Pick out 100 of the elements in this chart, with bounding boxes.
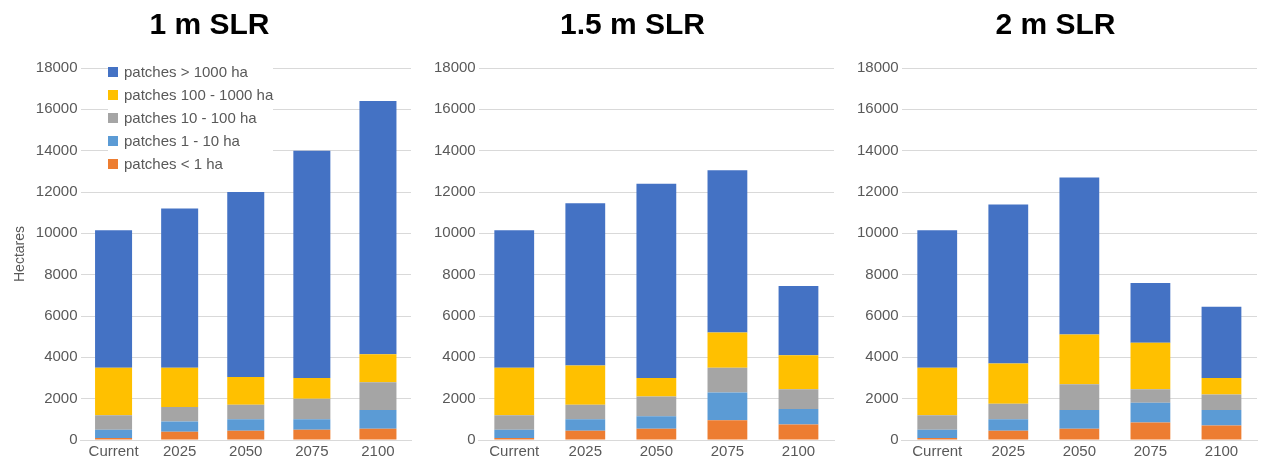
bar — [359, 410, 397, 429]
y-tick-label: 14000 — [856, 140, 899, 158]
bar — [636, 378, 677, 397]
bar — [778, 424, 819, 440]
bar — [161, 208, 199, 368]
bar — [161, 421, 199, 432]
y-tick-label: 4000 — [865, 347, 899, 365]
bar — [161, 431, 199, 440]
x-tick-label: 2075 — [1133, 442, 1168, 460]
chart-title: 2 m SLR — [995, 7, 1116, 41]
bar — [293, 429, 331, 440]
y-tick-label: 8000 — [44, 264, 78, 282]
bar — [778, 355, 819, 390]
y-tick-label: 6000 — [44, 306, 78, 324]
bar — [988, 363, 1029, 404]
y-tick-label: 12000 — [35, 182, 78, 200]
bar — [227, 376, 265, 405]
legend-label: patches > 1000 ha — [124, 62, 248, 82]
y-tick-label: 12000 — [433, 182, 476, 200]
bar — [293, 378, 331, 399]
bar — [707, 367, 748, 393]
bar — [1059, 428, 1100, 440]
bar — [917, 415, 958, 430]
bar — [565, 365, 606, 405]
bar — [778, 389, 819, 409]
x-tick-label: 2100 — [781, 442, 816, 460]
y-tick-label: 10000 — [35, 223, 78, 241]
y-tick-label: 10000 — [433, 223, 476, 241]
bar — [1130, 282, 1171, 343]
bar — [494, 230, 535, 368]
y-tick-label: 18000 — [433, 58, 476, 76]
legend-label: patches 100 - 1000 ha — [124, 85, 274, 105]
x-tick-label: 2100 — [1204, 442, 1239, 460]
bar — [359, 428, 397, 440]
bar — [565, 430, 606, 440]
y-tick-label: 4000 — [44, 347, 78, 365]
bar — [1201, 410, 1242, 426]
y-tick-label: 0 — [467, 430, 476, 448]
y-axis-title: Hectares — [11, 225, 28, 283]
bar — [494, 415, 535, 430]
bar — [359, 101, 397, 355]
y-tick-label: 0 — [69, 430, 78, 448]
x-tick-label: 2075 — [710, 442, 745, 460]
bar — [707, 170, 748, 333]
bar — [1059, 177, 1100, 335]
bar — [359, 382, 397, 411]
bar — [917, 230, 958, 368]
bar — [293, 419, 331, 430]
y-tick-label: 8000 — [442, 264, 476, 282]
bar — [359, 354, 397, 383]
bar — [1201, 378, 1242, 395]
legend-label: patches 10 - 100 ha — [124, 108, 257, 128]
bar — [917, 429, 958, 438]
bar — [988, 403, 1029, 420]
chart-title: 1 m SLR — [149, 7, 270, 41]
bar — [636, 183, 677, 378]
x-tick-label: Current — [88, 442, 140, 460]
x-tick-label: Current — [489, 442, 541, 460]
y-tick-label: 8000 — [865, 264, 899, 282]
bar — [161, 406, 199, 422]
bar — [1201, 306, 1242, 378]
x-tick-label: Current — [912, 442, 964, 460]
bar — [1059, 334, 1100, 385]
y-tick-label: 16000 — [856, 99, 899, 117]
y-tick-label: 16000 — [433, 99, 476, 117]
y-tick-label: 14000 — [433, 140, 476, 158]
x-tick-label: 2100 — [361, 442, 395, 460]
bar — [494, 367, 535, 416]
x-tick-label: 2075 — [295, 442, 329, 460]
y-tick-label: 16000 — [35, 99, 78, 117]
y-tick-label: 18000 — [35, 58, 78, 76]
bar — [1059, 384, 1100, 411]
bar — [1130, 389, 1171, 403]
bar — [227, 404, 265, 420]
y-tick-label: 6000 — [865, 306, 899, 324]
bar — [95, 429, 133, 438]
bar — [778, 409, 819, 425]
bar — [1201, 394, 1242, 411]
x-tick-label: 2050 — [1062, 442, 1097, 460]
y-tick-label: 2000 — [865, 388, 899, 406]
bar — [95, 415, 133, 430]
bar — [293, 150, 331, 378]
bar — [1130, 422, 1171, 440]
x-tick-label: 2025 — [991, 442, 1025, 460]
bar — [1130, 402, 1171, 423]
bar — [227, 430, 265, 440]
x-tick-label: 2050 — [229, 442, 263, 460]
bar — [778, 286, 819, 356]
legend-label: patches < 1 ha — [124, 154, 223, 174]
bar — [636, 396, 677, 417]
bar — [565, 404, 606, 420]
y-tick-label: 4000 — [442, 347, 476, 365]
bar — [565, 203, 606, 366]
bar — [636, 428, 677, 440]
y-tick-label: 0 — [890, 430, 899, 448]
bar — [565, 419, 606, 431]
bar — [95, 230, 133, 368]
bar — [988, 430, 1029, 440]
bar — [1059, 410, 1100, 429]
bar — [917, 367, 958, 416]
